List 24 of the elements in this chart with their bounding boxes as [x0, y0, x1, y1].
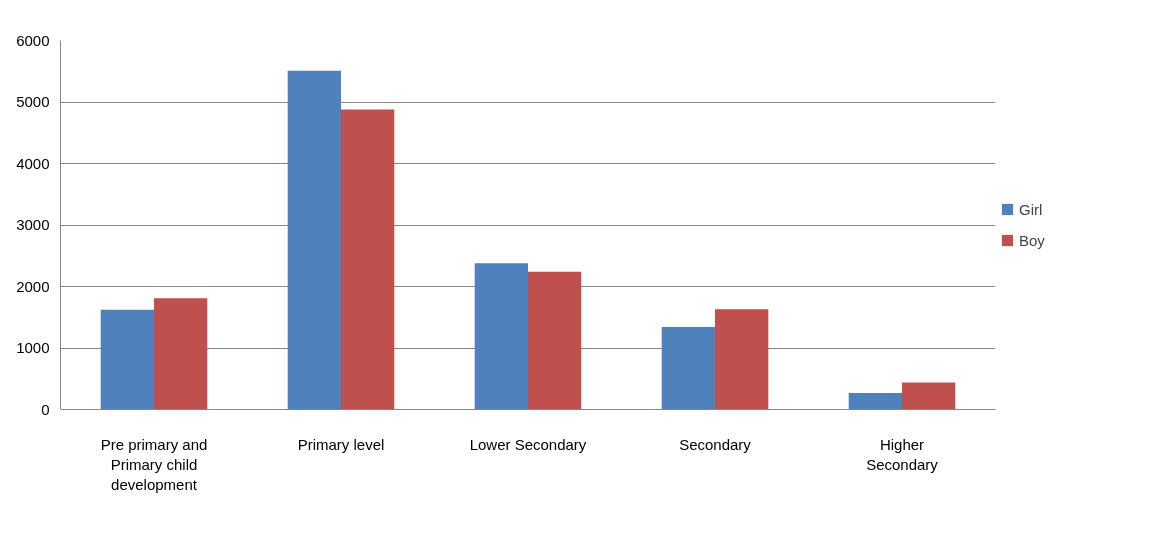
x-tick-label: Pre primary and Primary child development — [100, 435, 208, 494]
bar — [474, 263, 528, 410]
bar — [848, 392, 902, 410]
y-tick-label: 3000 — [16, 216, 50, 233]
legend-label: Boy — [1019, 231, 1045, 249]
x-tick-label: Higher Secondary — [866, 435, 939, 473]
y-tick-label: 4000 — [16, 154, 50, 172]
y-tick-label: 6000 — [16, 31, 50, 49]
bar — [341, 109, 395, 410]
y-tick-label: 2000 — [16, 277, 50, 295]
bar — [100, 309, 154, 410]
x-tick-label: Secondary — [679, 435, 752, 453]
bar — [287, 70, 341, 410]
y-tick-label: 0 — [41, 400, 50, 418]
bar — [154, 298, 208, 410]
y-tick-label: 1000 — [16, 339, 50, 356]
x-tick-label: Lower Secondary — [469, 435, 587, 453]
y-tick-label: 5000 — [16, 93, 50, 110]
legend-label: Girl — [1019, 200, 1043, 218]
bar — [715, 309, 769, 410]
x-tick-label: Primary level — [297, 435, 385, 453]
bar — [661, 327, 715, 410]
bar — [902, 382, 956, 410]
bar — [528, 271, 582, 410]
